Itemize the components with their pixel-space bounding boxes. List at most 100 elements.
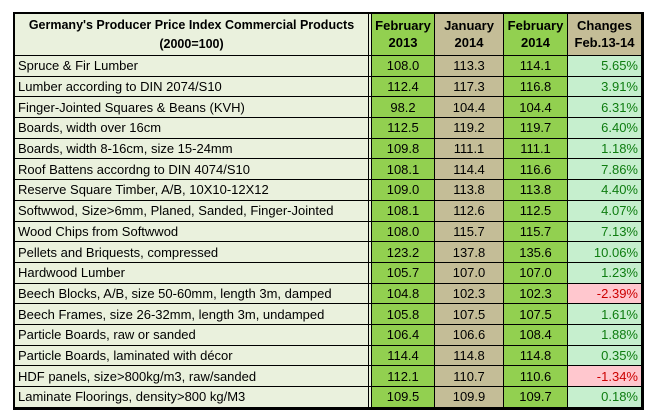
feb-2013-value: 98.2 [372, 97, 434, 118]
row-label: Pellets and Briquests, compressed [15, 242, 368, 262]
change-value: 1.23% [568, 262, 641, 283]
feb-2014-value: 119.7 [504, 118, 567, 138]
row-label: Spruce & Fir Lumber [15, 56, 368, 76]
feb-2013-value: 108.1 [372, 200, 434, 221]
column-divider [369, 262, 371, 283]
col-header-february-2013: February 2013 [372, 14, 434, 55]
row-label: Beech Blocks, A/B, size 50-60mm, length … [15, 283, 368, 304]
row-label: Softwwod, Size>6mm, Planed, Sanded, Fing… [15, 200, 368, 221]
column-divider [369, 56, 371, 76]
col-header-month: February [507, 17, 564, 33]
row-label: Laminate Floorings, density>800 kg/M3 [15, 387, 368, 407]
column-divider [369, 159, 371, 180]
change-value: 3.91% [568, 76, 641, 97]
feb-2013-value: 104.8 [372, 283, 434, 304]
row-label: Beech Frames, size 26-32mm, length 3m, u… [15, 304, 368, 324]
feb-2014-value: 113.8 [504, 180, 567, 200]
jan-2014-value: 107.5 [435, 304, 503, 324]
jan-2014-value: 107.0 [435, 262, 503, 283]
row-label: Roof Battens accordng to DIN 4074/S10 [15, 159, 368, 180]
jan-2014-value: 114.4 [435, 159, 503, 180]
feb-2013-value: 112.4 [372, 76, 434, 97]
change-value: 0.35% [568, 345, 641, 366]
row-label: Reserve Square Timber, A/B, 10X10-12X12 [15, 180, 368, 200]
feb-2013-value: 105.7 [372, 262, 434, 283]
feb-2014-value: 116.8 [504, 76, 567, 97]
row-label: HDF panels, size>800kg/m3, raw/sanded [15, 366, 368, 386]
change-value: 1.18% [568, 138, 641, 159]
jan-2014-value: 106.6 [435, 324, 503, 345]
feb-2013-value: 109.8 [372, 138, 434, 159]
row-label: Particle Boards, raw or sanded [15, 324, 368, 345]
column-divider [369, 283, 371, 304]
feb-2013-value: 114.4 [372, 345, 434, 366]
col-header-year: 2014 [521, 34, 550, 50]
ppi-table: Germany's Producer Price Index Commercia… [13, 12, 644, 410]
jan-2014-value: 104.4 [435, 97, 503, 118]
row-label: Boards, width over 16cm [15, 118, 368, 138]
feb-2014-value: 109.7 [504, 387, 567, 407]
feb-2013-value: 112.5 [372, 118, 434, 138]
jan-2014-value: 114.8 [435, 345, 503, 366]
col-header-year: 2014 [454, 34, 484, 50]
change-value: 6.31% [568, 97, 641, 118]
col-header-changes: Changes Feb.13-14 [568, 14, 641, 55]
row-label: Wood Chips from Softwwod [15, 221, 368, 242]
feb-2013-value: 112.1 [372, 366, 434, 386]
feb-2014-value: 112.5 [504, 200, 567, 221]
col-header-year: 2013 [388, 34, 418, 50]
column-divider [369, 76, 371, 97]
row-label: Particle Boards, laminated with décor [15, 345, 368, 366]
change-value: 5.65% [568, 56, 641, 76]
row-label: Boards, width 8-16cm, size 15-24mm [15, 138, 368, 159]
feb-2014-value: 107.0 [504, 262, 567, 283]
feb-2014-value: 114.1 [504, 56, 567, 76]
feb-2013-value: 109.5 [372, 387, 434, 407]
feb-2013-value: 105.8 [372, 304, 434, 324]
change-value: 7.13% [568, 221, 641, 242]
change-value: 4.40% [568, 180, 641, 200]
jan-2014-value: 113.3 [435, 56, 503, 76]
change-value: 1.61% [568, 304, 641, 324]
column-divider [369, 221, 371, 242]
change-value: 0.18% [568, 387, 641, 407]
column-divider [369, 366, 371, 386]
row-label: Lumber according to DIN 2074/S10 [15, 76, 368, 97]
feb-2013-value: 108.1 [372, 159, 434, 180]
row-label: Finger-Jointed Squares & Beans (KVH) [15, 97, 368, 118]
jan-2014-value: 109.9 [435, 387, 503, 407]
feb-2014-value: 108.4 [504, 324, 567, 345]
feb-2014-value: 104.4 [504, 97, 567, 118]
change-value: -2.39% [568, 283, 641, 304]
feb-2013-value: 106.4 [372, 324, 434, 345]
col-header-february-2014: February 2014 [504, 14, 567, 55]
col-header-changes-range: Feb.13-14 [574, 34, 635, 50]
feb-2014-value: 135.6 [504, 242, 567, 262]
col-header-january-2014: January 2014 [435, 14, 503, 55]
change-value: 7.86% [568, 159, 641, 180]
col-header-month: January [444, 17, 494, 33]
change-value: 4.07% [568, 200, 641, 221]
col-header-changes-label: Changes [577, 17, 632, 33]
jan-2014-value: 102.3 [435, 283, 503, 304]
feb-2013-value: 109.0 [372, 180, 434, 200]
feb-2014-value: 102.3 [504, 283, 567, 304]
feb-2014-value: 111.1 [504, 138, 567, 159]
jan-2014-value: 115.7 [435, 221, 503, 242]
jan-2014-value: 117.3 [435, 76, 503, 97]
feb-2013-value: 123.2 [372, 242, 434, 262]
column-divider [369, 242, 371, 262]
change-value: 1.88% [568, 324, 641, 345]
column-divider [369, 387, 371, 407]
jan-2014-value: 137.8 [435, 242, 503, 262]
jan-2014-value: 112.6 [435, 200, 503, 221]
table-title-line1: Germany's Producer Price Index Commercia… [28, 18, 355, 33]
column-divider [369, 97, 371, 118]
table-title: Germany's Producer Price Index Commercia… [15, 14, 368, 55]
jan-2014-value: 113.8 [435, 180, 503, 200]
feb-2014-value: 110.6 [504, 366, 567, 386]
column-divider [369, 345, 371, 366]
feb-2014-value: 116.6 [504, 159, 567, 180]
change-value: 6.40% [568, 118, 641, 138]
feb-2014-value: 115.7 [504, 221, 567, 242]
